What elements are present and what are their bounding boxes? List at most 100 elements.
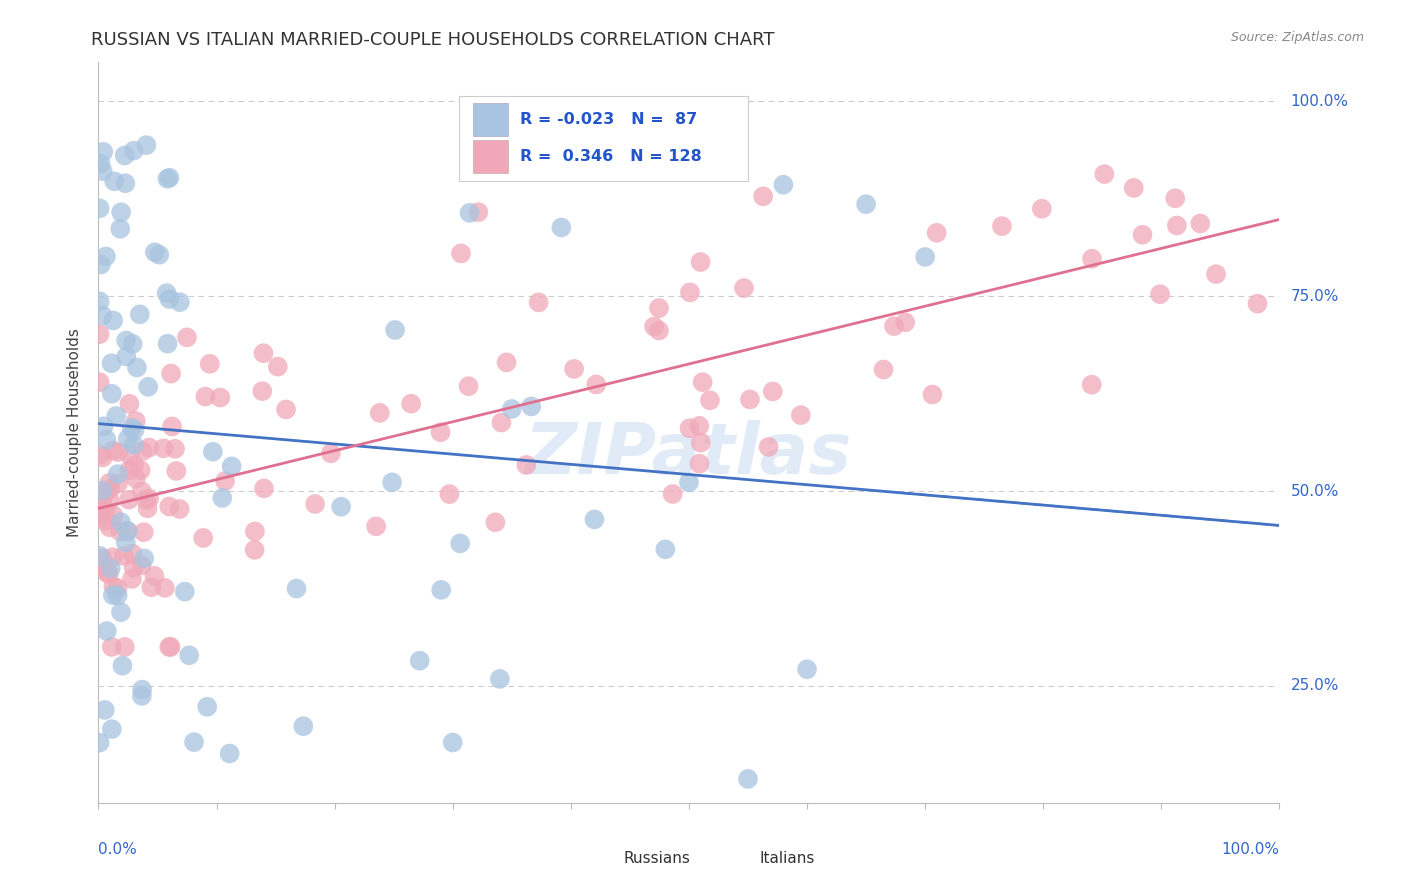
Point [1246,296,1268,310]
Point [121,547,143,561]
Point [132,444,155,458]
Text: 100.0%: 100.0% [1291,94,1348,109]
Point [94,703,117,717]
Point [467,205,489,219]
Point [285,582,308,596]
Text: RUSSIAN VS ITALIAN MARRIED-COUPLE HOUSEHOLDS CORRELATION CHART: RUSSIAN VS ITALIAN MARRIED-COUPLE HOUSEH… [91,31,775,49]
Point [790,408,813,422]
Point [122,144,145,158]
Point [176,330,198,344]
Point [94,514,117,528]
Point [96,566,118,581]
Point [115,334,138,348]
Point [201,444,224,458]
Text: Source: ZipAtlas.com: Source: ZipAtlas.com [1230,31,1364,45]
Point [699,393,721,408]
Point [125,472,148,486]
Point [91,450,114,465]
Point [131,689,153,703]
Point [110,222,132,236]
Point [159,640,181,654]
Point [243,524,266,539]
Point [125,414,148,428]
Point [381,475,404,490]
Point [91,145,114,159]
Point [89,549,111,563]
Point [160,419,183,434]
Point [118,448,141,462]
Point [872,362,894,376]
Point [648,301,671,315]
Point [143,245,166,260]
Point [221,459,243,474]
Point [122,458,145,473]
Point [1205,267,1227,281]
Point [441,735,464,749]
Point [138,491,160,506]
Bar [589,847,614,875]
Point [458,206,481,220]
Point [89,375,111,389]
Point [274,402,297,417]
Point [114,640,136,654]
Point [173,584,195,599]
Point [585,377,607,392]
Bar [472,140,508,173]
Point [101,550,124,565]
Point [93,559,115,574]
Point [894,315,917,329]
Point [198,357,221,371]
Point [89,294,111,309]
Point [925,226,948,240]
Point [122,560,145,574]
Point [163,442,186,456]
Point [107,476,129,491]
Point [661,487,683,501]
Point [214,474,236,488]
Point [100,561,122,575]
Point [796,662,818,676]
Point [914,250,936,264]
Point [252,346,274,360]
Point [689,435,711,450]
Point [155,286,177,301]
Point [134,551,156,566]
Point [193,531,215,545]
Point [90,157,112,171]
Point [921,387,943,401]
Point [733,281,755,295]
Point [165,464,187,478]
Point [89,202,111,216]
Point [107,445,129,459]
Point [457,379,479,393]
Point [107,589,129,603]
Point [121,337,143,351]
Point [384,323,406,337]
Point [135,493,157,508]
Point [330,500,353,514]
Point [209,391,232,405]
Text: 50.0%: 50.0% [1291,483,1339,499]
Point [124,423,146,437]
Point [101,443,124,458]
Point [90,258,112,272]
Point [211,491,233,505]
Point [366,519,388,533]
Point [243,542,266,557]
Point [654,542,676,557]
Point [107,581,129,595]
Point [131,484,153,499]
Point [131,682,153,697]
Point [1166,219,1188,233]
Point [758,440,780,454]
Point [292,719,315,733]
Point [131,558,153,573]
Point [678,421,700,435]
Point [550,220,572,235]
Point [501,402,523,417]
Point [143,569,166,583]
Point [91,164,114,178]
Point [118,397,141,411]
Point [855,197,877,211]
Text: Italians: Italians [759,851,815,866]
